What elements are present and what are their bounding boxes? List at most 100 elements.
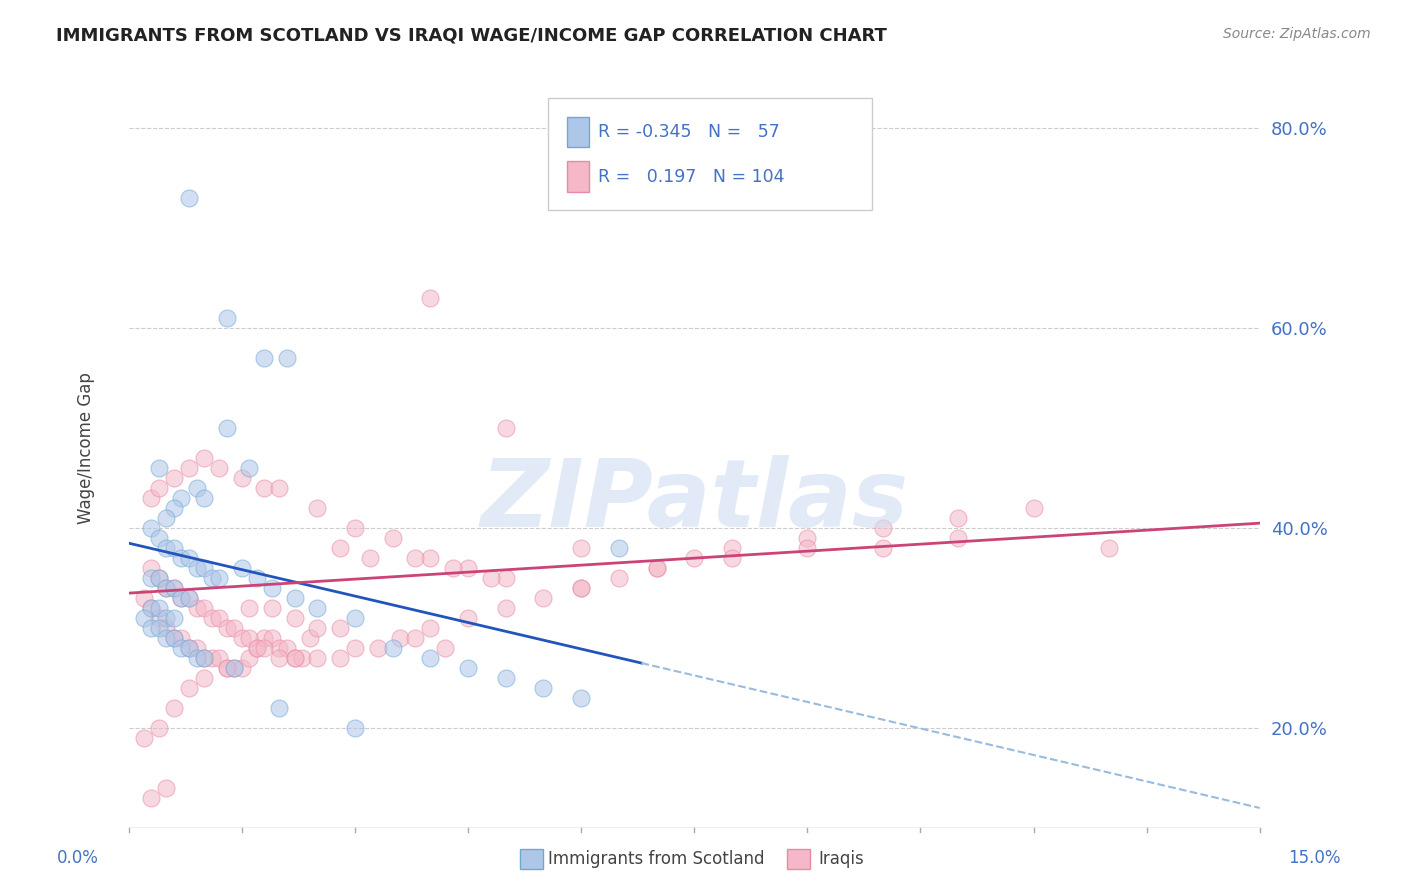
Point <box>238 461 260 475</box>
Point <box>186 651 208 665</box>
Point <box>479 571 502 585</box>
Point <box>148 481 170 495</box>
Point <box>224 621 246 635</box>
Point <box>163 501 186 516</box>
Point <box>215 661 238 675</box>
Point <box>307 621 329 635</box>
Point <box>186 561 208 575</box>
Point <box>457 561 479 575</box>
Point <box>224 661 246 675</box>
Point <box>404 631 426 645</box>
Point <box>208 461 231 475</box>
Point <box>148 531 170 545</box>
Point <box>343 611 366 625</box>
Point <box>796 541 818 556</box>
Point <box>307 651 329 665</box>
Point <box>177 551 200 566</box>
Point <box>246 641 269 656</box>
Point <box>284 591 307 606</box>
Point <box>177 591 200 606</box>
Point <box>721 551 744 566</box>
Point <box>177 641 200 656</box>
Point <box>186 481 208 495</box>
Point <box>177 461 200 475</box>
Point <box>148 621 170 635</box>
Point <box>796 531 818 545</box>
Point <box>329 621 352 635</box>
Point <box>946 531 969 545</box>
Point <box>269 651 291 665</box>
Point <box>155 541 177 556</box>
Point <box>307 501 329 516</box>
Point <box>645 561 668 575</box>
Point <box>141 601 163 615</box>
Text: IMMIGRANTS FROM SCOTLAND VS IRAQI WAGE/INCOME GAP CORRELATION CHART: IMMIGRANTS FROM SCOTLAND VS IRAQI WAGE/I… <box>56 27 887 45</box>
Point <box>343 521 366 535</box>
Point <box>389 631 412 645</box>
Point <box>276 351 298 366</box>
Point <box>148 571 170 585</box>
Point <box>284 651 307 665</box>
Point <box>359 551 381 566</box>
Point <box>343 641 366 656</box>
Point <box>569 581 592 595</box>
Point <box>208 611 231 625</box>
Point <box>141 571 163 585</box>
Point <box>419 621 441 635</box>
Point <box>872 541 894 556</box>
Point <box>238 601 260 615</box>
Point <box>231 631 253 645</box>
Point <box>269 701 291 715</box>
Point <box>260 631 283 645</box>
Point <box>645 561 668 575</box>
Text: R = -0.345   N =   57: R = -0.345 N = 57 <box>598 123 779 141</box>
Text: R =   0.197   N = 104: R = 0.197 N = 104 <box>598 168 785 186</box>
Point <box>148 721 170 735</box>
Point <box>148 601 170 615</box>
Point <box>607 571 630 585</box>
Point <box>170 591 193 606</box>
Point <box>193 601 215 615</box>
Text: Wage/Income Gap: Wage/Income Gap <box>77 372 94 524</box>
Point <box>298 631 321 645</box>
Point <box>946 511 969 525</box>
Text: Immigrants from Scotland: Immigrants from Scotland <box>548 850 765 868</box>
Point <box>381 641 404 656</box>
Point <box>193 651 215 665</box>
Point <box>246 571 269 585</box>
Point <box>208 651 231 665</box>
Point <box>193 491 215 506</box>
Point <box>215 311 238 326</box>
Point <box>329 541 352 556</box>
Point <box>284 611 307 625</box>
Point <box>276 641 298 656</box>
Text: 0.0%: 0.0% <box>56 849 98 867</box>
Point <box>419 291 441 305</box>
Point <box>163 541 186 556</box>
Point <box>193 561 215 575</box>
Point <box>260 601 283 615</box>
Point <box>148 571 170 585</box>
Text: 15.0%: 15.0% <box>1288 849 1341 867</box>
Point <box>404 551 426 566</box>
Point <box>155 611 177 625</box>
Text: Iraqis: Iraqis <box>818 850 865 868</box>
Point <box>434 641 457 656</box>
Point <box>170 631 193 645</box>
Point <box>224 661 246 675</box>
Point <box>269 481 291 495</box>
Point <box>141 561 163 575</box>
Point <box>163 701 186 715</box>
Point <box>132 731 155 745</box>
Point <box>253 351 276 366</box>
Point <box>186 641 208 656</box>
Point <box>307 601 329 615</box>
Point <box>193 451 215 466</box>
Point <box>419 551 441 566</box>
Point <box>231 561 253 575</box>
Point <box>163 581 186 595</box>
Point <box>163 631 186 645</box>
Point <box>163 581 186 595</box>
Point <box>193 651 215 665</box>
Point <box>170 591 193 606</box>
